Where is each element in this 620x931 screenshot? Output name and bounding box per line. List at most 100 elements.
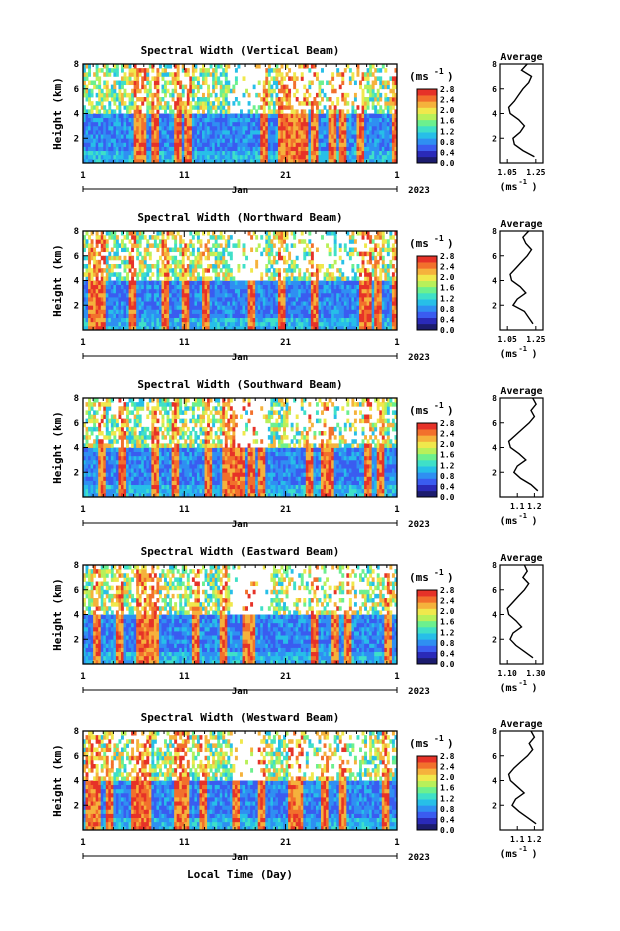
heatmap-cell [217, 276, 221, 281]
heatmap-cell [166, 321, 170, 327]
heatmap-cell [214, 309, 218, 314]
heatmap-cell [298, 268, 302, 273]
heatmap-cell [371, 101, 375, 106]
heatmap-cell [136, 239, 140, 244]
heatmap-cell [265, 68, 269, 73]
heatmap-cell [120, 80, 124, 86]
heatmap-cell [381, 243, 385, 248]
heatmap-cell [353, 247, 357, 253]
heatmap-cell [224, 288, 228, 294]
heatmap-cell [219, 117, 223, 123]
heatmap-cell [156, 150, 160, 156]
heatmap-cell [366, 321, 370, 327]
heatmap-cell [199, 288, 203, 294]
heatmap-cell [364, 292, 368, 298]
heatmap-cell [108, 105, 112, 110]
heatmap-cell [164, 88, 167, 94]
heatmap-cell [176, 292, 180, 298]
heatmap-cell [326, 134, 330, 139]
heatmap-cell [232, 158, 236, 164]
heatmap-cell [386, 305, 390, 310]
heatmap-cell [100, 142, 104, 147]
heatmap-cell [90, 231, 94, 236]
heatmap-cell [288, 117, 292, 123]
heatmap-cell [336, 301, 340, 306]
heatmap-cell [260, 125, 264, 131]
heatmap-cell [371, 134, 375, 139]
heatmap-cell [98, 138, 102, 143]
heatmap-cell [280, 88, 284, 94]
heatmap-cell [105, 84, 109, 90]
heatmap-cell [265, 154, 269, 160]
heatmap-cell [308, 154, 312, 160]
heatmap-cell [267, 105, 271, 110]
heatmap-cell [95, 476, 99, 481]
heatmap-cell [169, 146, 173, 152]
heatmap-cell [227, 321, 231, 327]
heatmap-cell [298, 288, 302, 294]
heatmap-cell [247, 92, 251, 98]
heatmap-cell [136, 251, 140, 257]
heatmap-cell [379, 117, 383, 123]
heatmap-cell [138, 251, 142, 257]
heatmap-cell [103, 235, 107, 240]
heatmap-cell [270, 113, 274, 119]
heatmap-cell [95, 280, 99, 286]
heatmap-cell [359, 268, 362, 273]
heatmap-cell [255, 150, 259, 156]
heatmap-cell [158, 158, 162, 164]
heatmap-cell [376, 321, 380, 327]
heatmap-cell [214, 276, 218, 281]
heatmap-cell [161, 84, 165, 90]
heatmap-cell [176, 130, 180, 135]
heatmap-cell [174, 158, 178, 164]
heatmap-cell [88, 288, 91, 294]
heatmap-cell [290, 158, 294, 164]
heatmap-cell [169, 142, 173, 147]
heatmap-cell [356, 231, 360, 236]
heatmap-cell [290, 268, 294, 273]
heatmap-cell [338, 276, 342, 281]
heatmap-cell [212, 288, 216, 294]
heatmap-cell [267, 325, 271, 331]
heatmap-cell [108, 72, 112, 77]
heatmap-cell [222, 117, 226, 123]
heatmap-cell [262, 292, 266, 298]
heatmap-cell [250, 138, 254, 143]
heatmap-cell [98, 292, 102, 298]
heatmap-cell [293, 321, 297, 327]
heatmap-cell [394, 121, 398, 127]
heatmap-cell [293, 231, 297, 236]
heatmap-cell [93, 459, 97, 465]
heatmap-cell [318, 297, 322, 302]
colorbar-tick-label: 1.6 [440, 117, 455, 126]
heatmap-cell [219, 301, 223, 306]
heatmap-cell [138, 231, 142, 236]
heatmap-cell [93, 150, 97, 156]
heatmap-cell [209, 305, 213, 310]
colorbar-swatch [417, 132, 437, 139]
heatmap-cell [126, 134, 129, 139]
heatmap-cell [161, 321, 165, 327]
heatmap-cell [277, 150, 281, 156]
heatmap-cell [237, 243, 241, 248]
heatmap-cell [105, 92, 109, 98]
heatmap-cell [308, 142, 312, 147]
heatmap-cell [315, 247, 319, 253]
heatmap-cell [288, 264, 292, 269]
heatmap-cell [242, 76, 246, 81]
heatmap-cell [293, 268, 297, 273]
heatmap-cell [308, 101, 312, 106]
heatmap-cell [277, 134, 281, 139]
heatmap-cell [161, 150, 165, 156]
profile-x-tick-label: 1.25 [526, 335, 545, 344]
heatmap-cell [123, 255, 127, 261]
heatmap-cell [151, 92, 155, 98]
heatmap-cell [199, 317, 203, 323]
heatmap-cell [290, 305, 294, 310]
heatmap-cell [169, 72, 173, 77]
heatmap-cell [247, 154, 251, 160]
heatmap-cell [191, 150, 195, 156]
heatmap-cell [323, 113, 327, 119]
heatmap-cell [219, 101, 223, 106]
